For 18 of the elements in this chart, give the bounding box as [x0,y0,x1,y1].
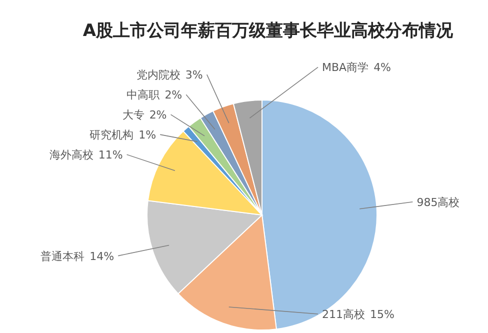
data-label: 2% [164,88,182,102]
data-label: 2% [149,108,167,122]
data-label: 11% [98,148,123,162]
slice-label: MBA商学 [322,61,369,74]
slice-label: 研究机构 [90,128,134,142]
slice-label: 211高校 [322,308,365,321]
slice-label: 大专 [122,108,144,122]
data-label: 3% [185,68,203,82]
chart-title: A股上市公司年薪百万级董事长毕业高校分布情况 [82,21,454,41]
data-label: 1% [138,128,156,142]
slice-label: 党内院校 [136,68,180,82]
data-label: 4% [374,61,392,74]
data-label: 14% [90,250,114,263]
data-label: 15% [370,308,394,321]
slice-label: 海外高校 [49,148,94,162]
slice-label: 985高校 [416,196,460,209]
slice-label: 普通本科 [40,250,85,263]
slice-label: 中高职 [126,88,160,102]
